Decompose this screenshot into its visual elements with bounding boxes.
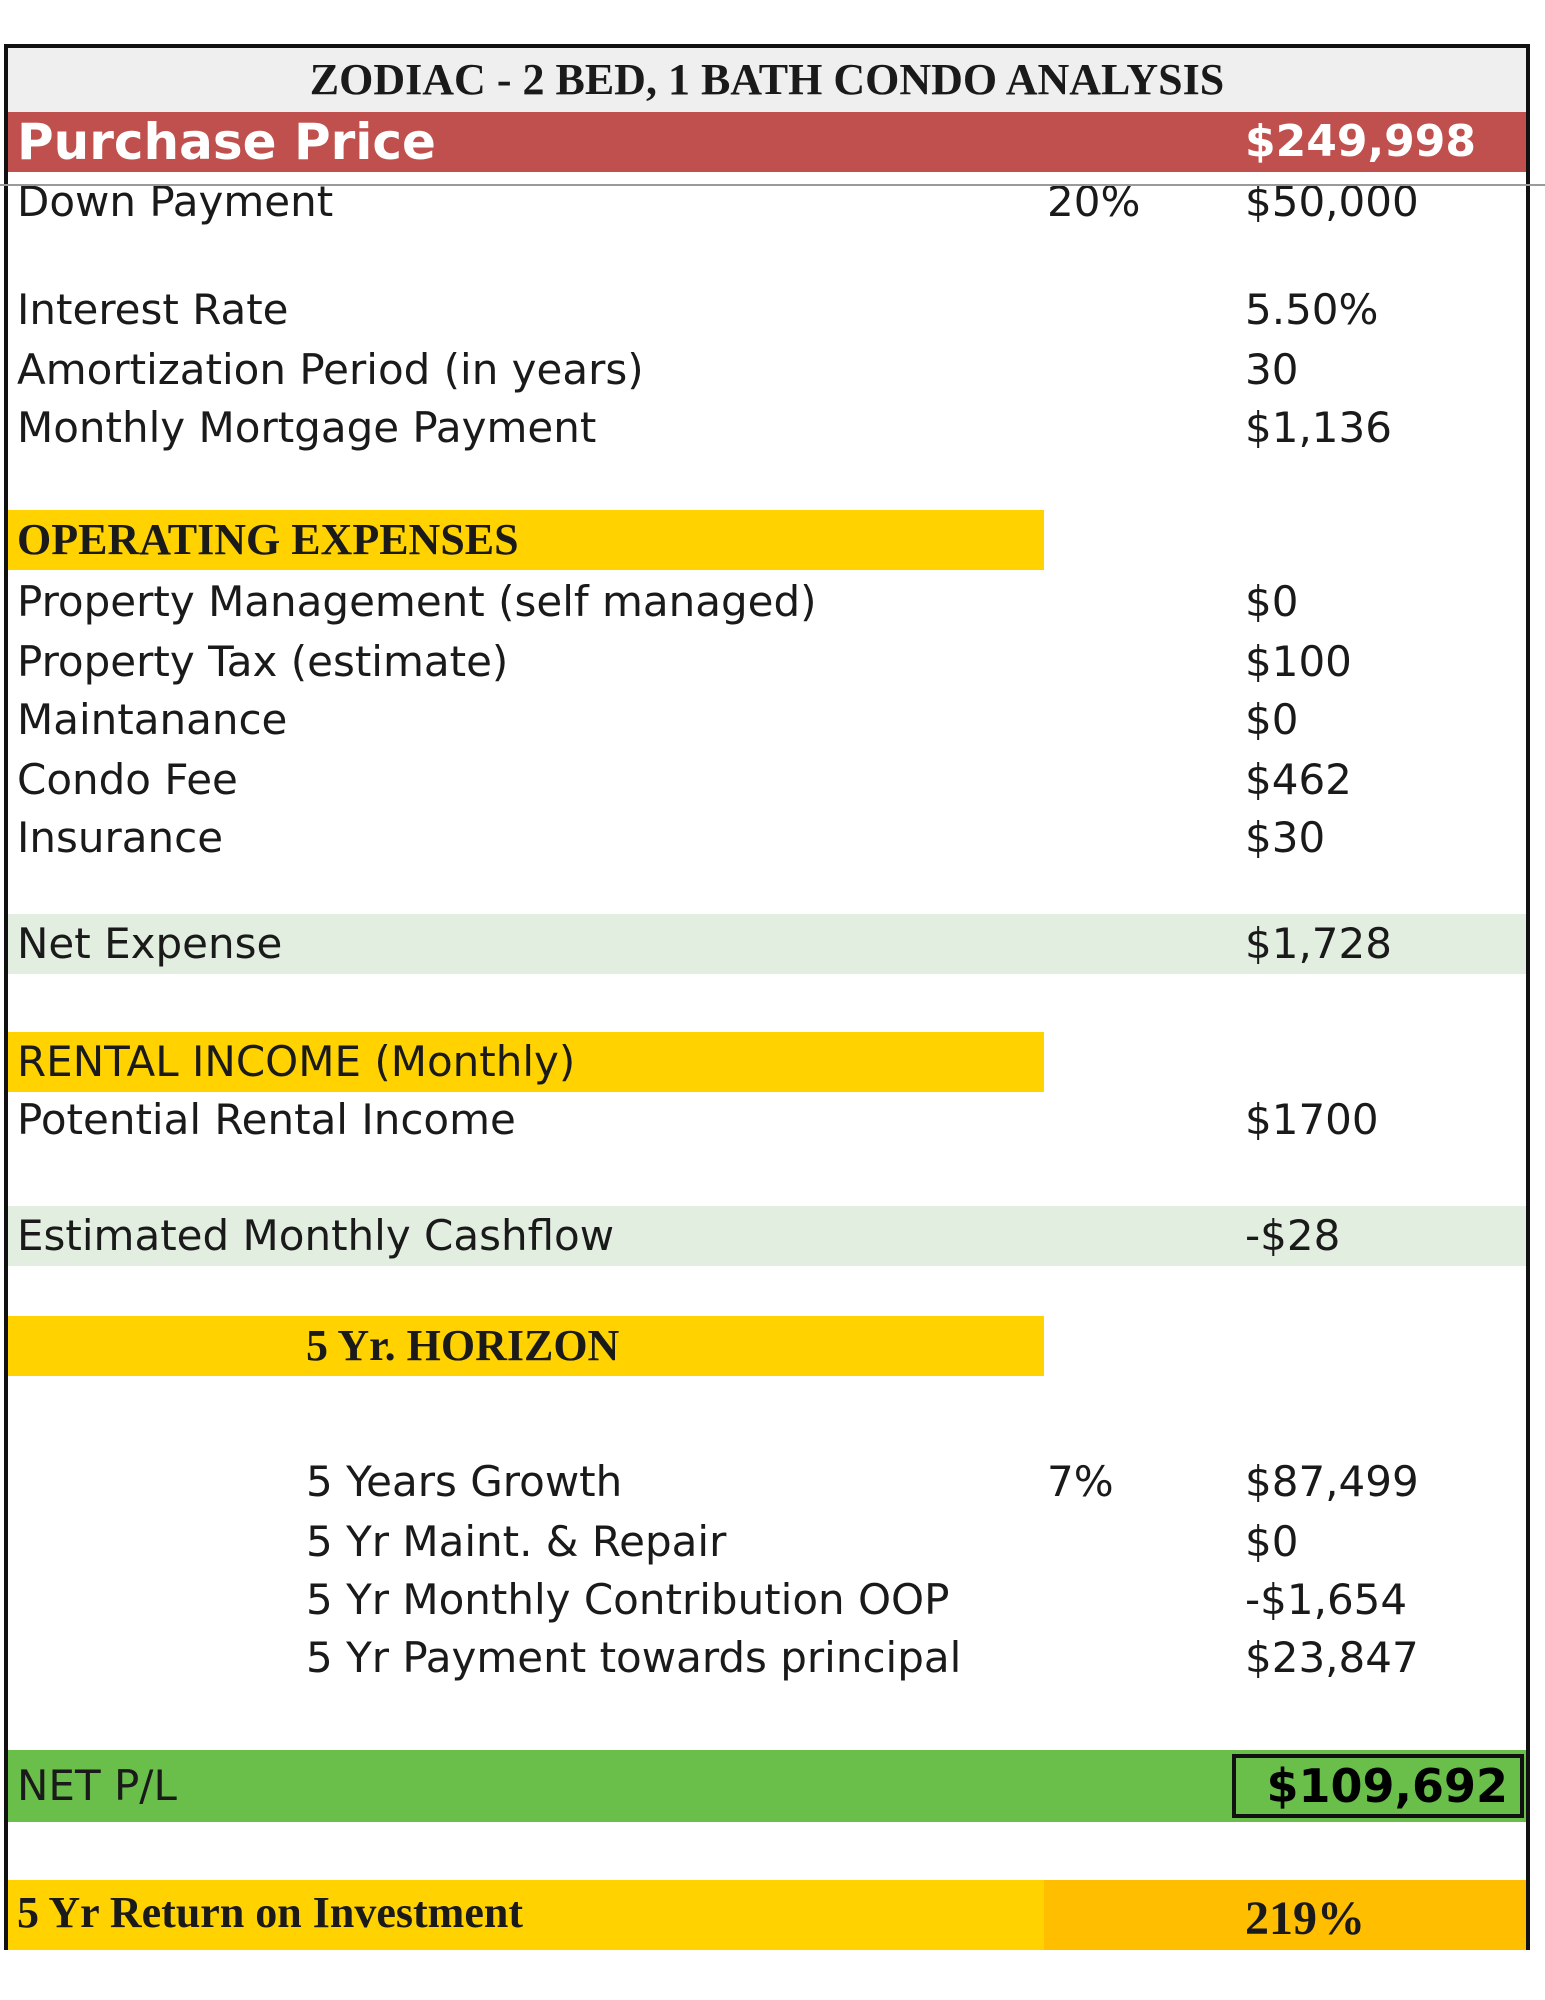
net-pl-value: $109,692: [1266, 1759, 1508, 1813]
expense-row-maintenance: Maintanance $0: [8, 690, 1526, 750]
down-payment-label: Down Payment: [17, 177, 334, 226]
cashflow-value: -$28: [1245, 1211, 1341, 1260]
horizon-value: $23,847: [1245, 1633, 1419, 1682]
interest-rate-label: Interest Rate: [17, 285, 289, 334]
purchase-price-value: $249,998: [1245, 116, 1477, 167]
horizon-row-principal: 5 Yr Payment towards principal $23,847: [8, 1628, 1526, 1688]
cashflow-row: Estimated Monthly Cashflow -$28: [8, 1206, 1526, 1266]
expense-row-insurance: Insurance $30: [8, 808, 1526, 868]
horizon-label: 5 Yr Payment towards principal: [306, 1633, 962, 1682]
expense-row-condo-fee: Condo Fee $462: [8, 750, 1526, 810]
down-payment-percent: 20%: [1047, 177, 1141, 226]
purchase-price-label: Purchase Price: [17, 113, 436, 171]
horizon-row-contribution: 5 Yr Monthly Contribution OOP -$1,654: [8, 1570, 1526, 1630]
amortization-value: 30: [1245, 345, 1299, 394]
roi-value-cell: 219%: [1044, 1880, 1526, 1950]
horizon-header: 5 Yr. HORIZON: [8, 1316, 1044, 1376]
net-pl-label: NET P/L: [17, 1761, 177, 1810]
horizon-label: 5 Yr Maint. & Repair: [306, 1517, 727, 1566]
cashflow-label: Estimated Monthly Cashflow: [17, 1211, 615, 1260]
horizon-row-growth: 5 Years Growth 7% $87,499: [8, 1452, 1526, 1512]
rental-income-row: Potential Rental Income $1700: [8, 1090, 1526, 1150]
operating-expenses-header: OPERATING EXPENSES: [8, 510, 1044, 570]
expense-row-management: Property Management (self managed) $0: [8, 572, 1526, 632]
net-expense-value: $1,728: [1245, 919, 1392, 968]
amortization-label: Amortization Period (in years): [17, 345, 644, 394]
expense-label: Condo Fee: [17, 755, 238, 804]
interest-rate-value: 5.50%: [1245, 285, 1379, 334]
rental-income-value: $1700: [1245, 1095, 1379, 1144]
expense-label: Property Management (self managed): [17, 577, 817, 626]
down-payment-row: Down Payment 20% $50,000: [8, 172, 1526, 232]
roi-row: 5 Yr Return on Investment 219%: [8, 1880, 1526, 1950]
net-pl-row: NET P/L $109,692: [8, 1750, 1526, 1822]
monthly-mortgage-row: Monthly Mortgage Payment $1,136: [8, 398, 1526, 458]
net-pl-box: $109,692: [1232, 1754, 1524, 1818]
amortization-row: Amortization Period (in years) 30: [8, 340, 1526, 400]
title-row: ZODIAC - 2 BED, 1 BATH CONDO ANALYSIS: [8, 48, 1526, 112]
horizon-row-maintenance: 5 Yr Maint. & Repair $0: [8, 1512, 1526, 1572]
roi-value: 219%: [1245, 1892, 1365, 1945]
operating-expenses-heading: OPERATING EXPENSES: [17, 515, 519, 564]
expense-value: $462: [1245, 755, 1352, 804]
monthly-mortgage-value: $1,136: [1245, 403, 1392, 452]
horizon-heading: 5 Yr. HORIZON: [306, 1321, 620, 1370]
down-payment-value: $50,000: [1245, 177, 1419, 226]
horizon-value: $87,499: [1245, 1457, 1419, 1506]
expense-label: Maintanance: [17, 695, 288, 744]
rental-income-header: RENTAL INCOME (Monthly): [8, 1032, 1044, 1092]
horizon-label: 5 Years Growth: [306, 1457, 623, 1506]
monthly-mortgage-label: Monthly Mortgage Payment: [17, 403, 597, 452]
expense-value: $100: [1245, 637, 1352, 686]
expense-value: $30: [1245, 813, 1326, 862]
expense-label: Property Tax (estimate): [17, 637, 509, 686]
net-expense-label: Net Expense: [17, 919, 283, 968]
expense-value: $0: [1245, 695, 1299, 744]
expense-value: $0: [1245, 577, 1299, 626]
growth-percent: 7%: [1047, 1457, 1114, 1506]
net-expense-row: Net Expense $1,728: [8, 914, 1526, 974]
horizon-label: 5 Yr Monthly Contribution OOP: [306, 1575, 950, 1624]
expense-label: Insurance: [17, 813, 224, 862]
rental-income-label: Potential Rental Income: [17, 1095, 516, 1144]
purchase-price-row: Purchase Price $249,998: [8, 112, 1526, 172]
expense-row-property-tax: Property Tax (estimate) $100: [8, 632, 1526, 692]
down-payment-divider: [0, 184, 1545, 186]
horizon-value: $0: [1245, 1517, 1299, 1566]
sheet-title: ZODIAC - 2 BED, 1 BATH CONDO ANALYSIS: [309, 55, 1225, 104]
horizon-value: -$1,654: [1245, 1575, 1408, 1624]
interest-rate-row: Interest Rate 5.50%: [8, 280, 1526, 340]
rental-income-heading: RENTAL INCOME (Monthly): [17, 1037, 576, 1086]
condo-analysis-sheet: ZODIAC - 2 BED, 1 BATH CONDO ANALYSIS Pu…: [4, 44, 1530, 1950]
roi-label: 5 Yr Return on Investment: [17, 1888, 523, 1937]
